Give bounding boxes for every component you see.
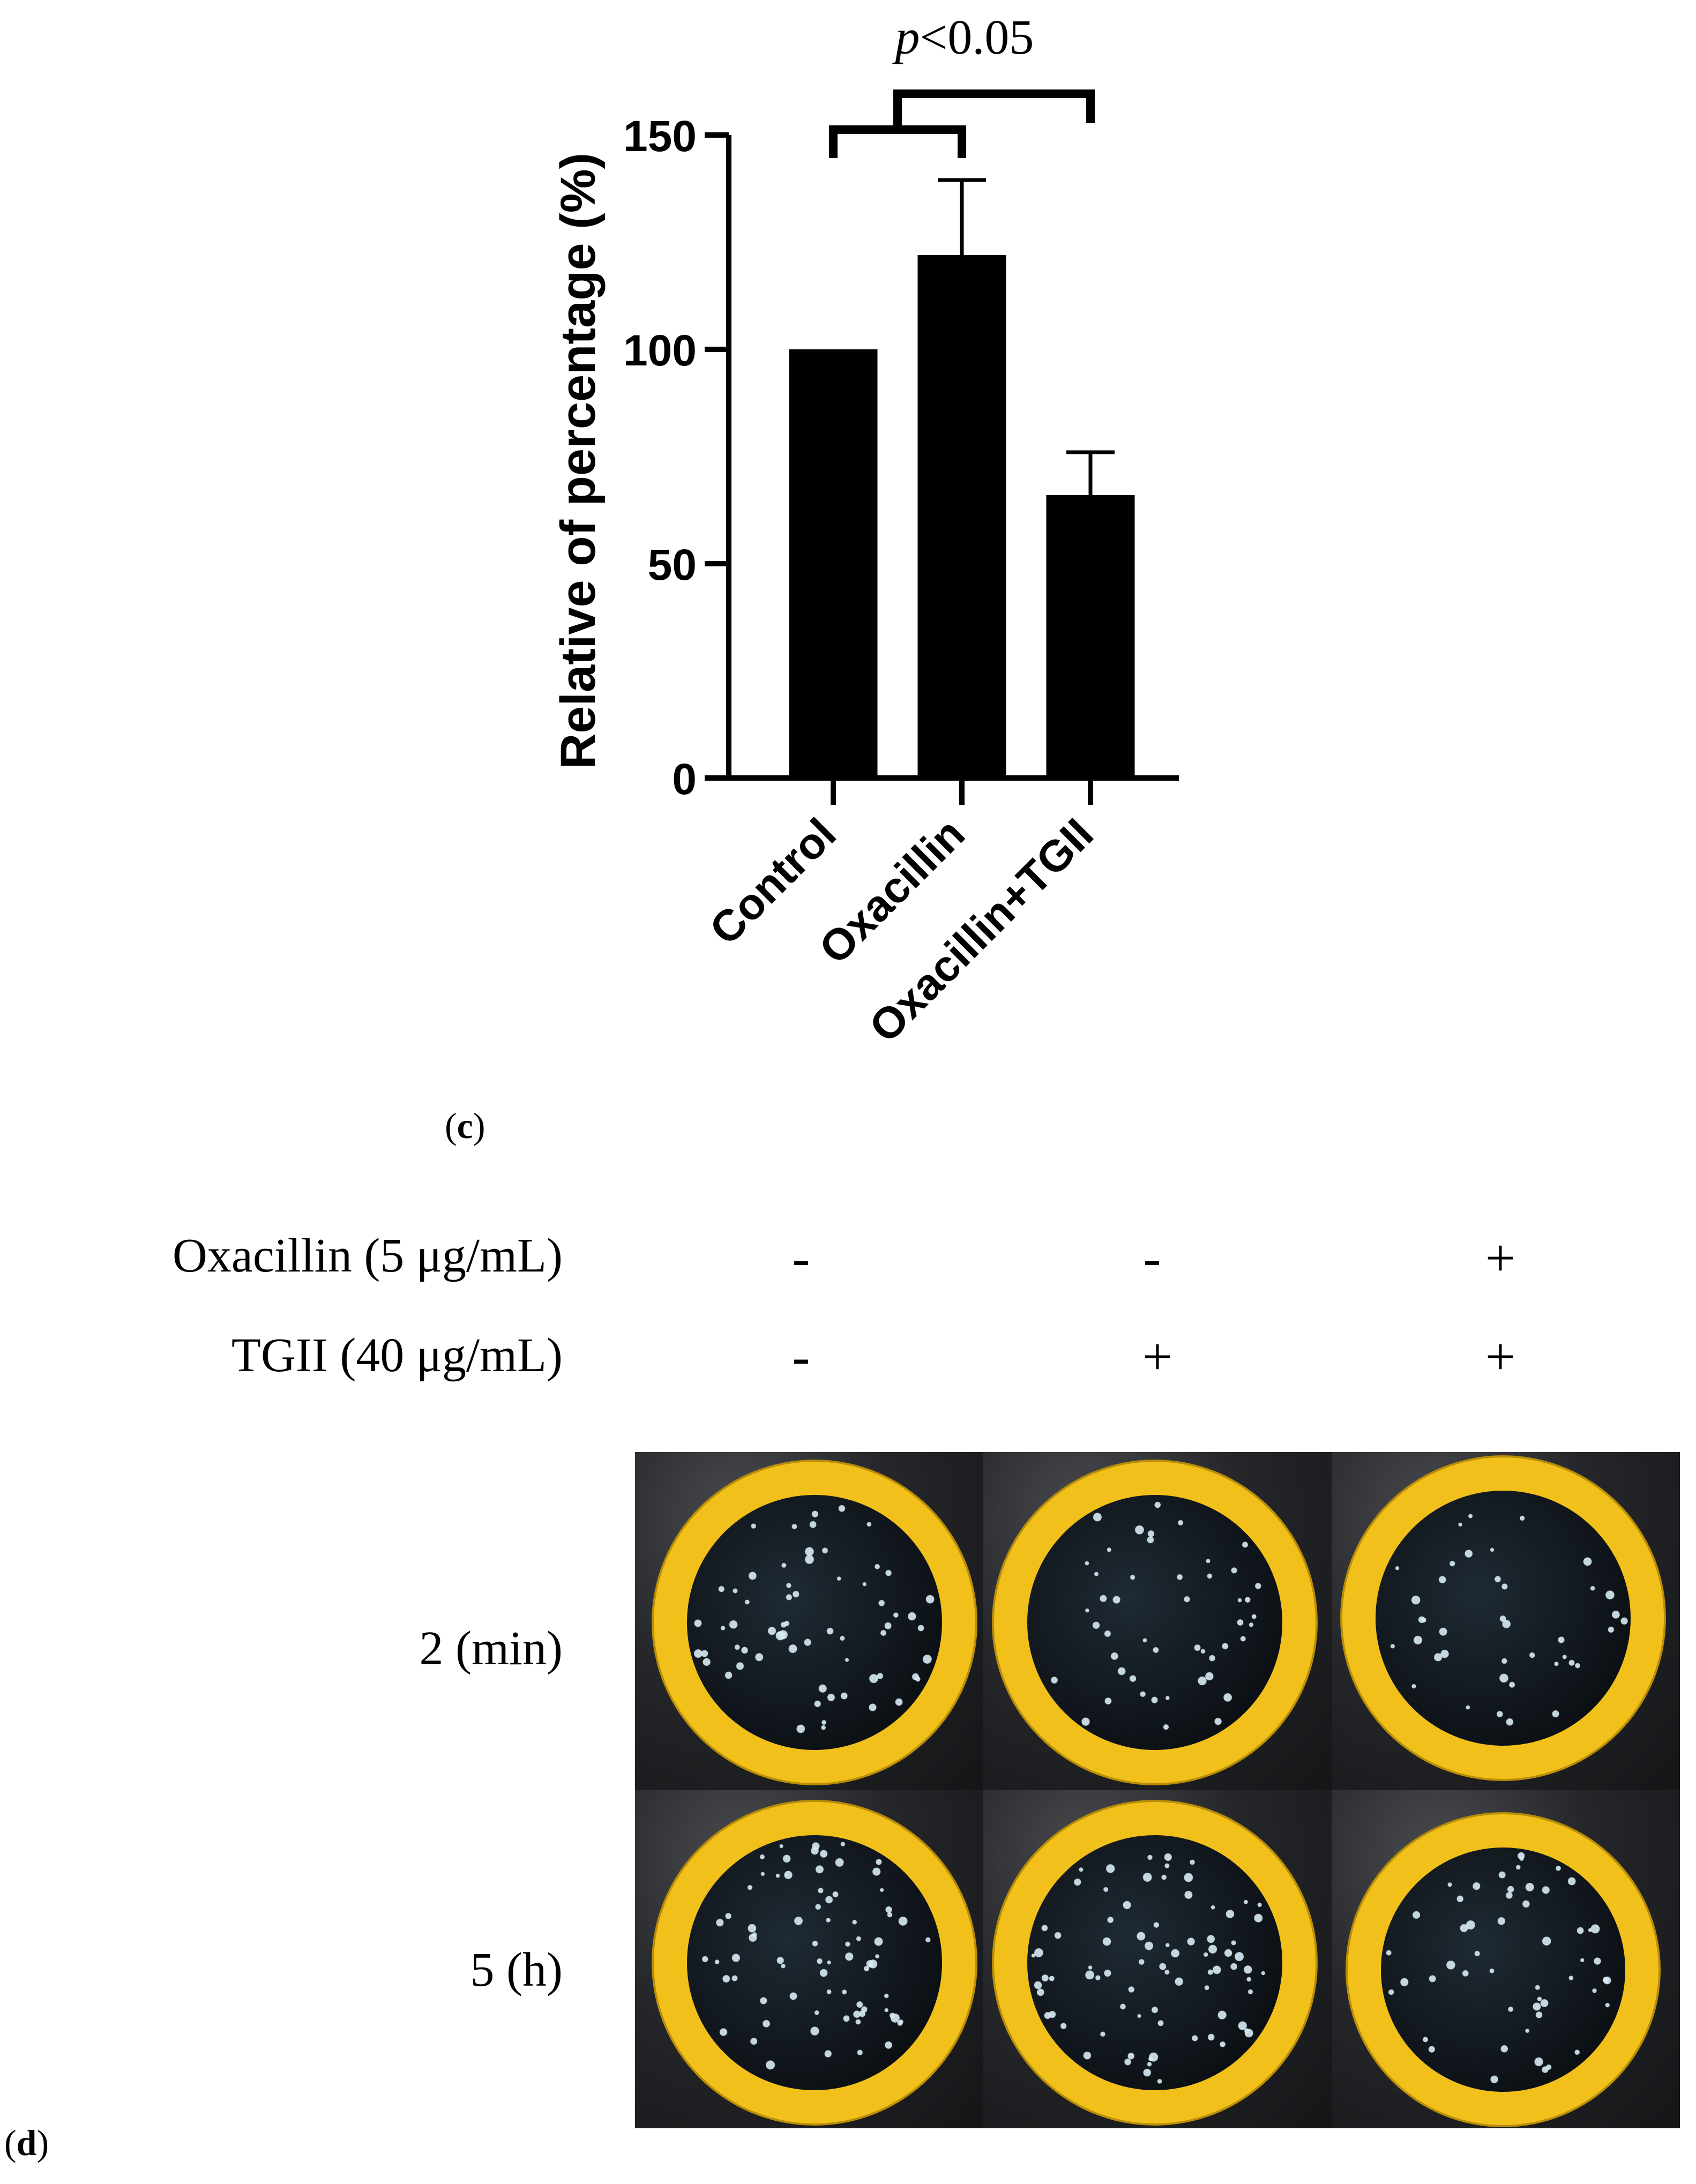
- tgii-row-label: TGII (40 μg/mL): [231, 1329, 563, 1382]
- y-axis-label: Relative of percentage (%): [551, 153, 606, 769]
- significance-bracket-left: [829, 125, 966, 158]
- oxacillin-sign-3: +: [1485, 1228, 1516, 1288]
- plate-5h-oxacillin-tgii: [1332, 1790, 1680, 2128]
- x-tick-label: Oxacillin+TGII: [860, 809, 1103, 1052]
- plate-2min-control: [635, 1452, 983, 1790]
- bar: [1046, 495, 1135, 778]
- oxacillin-sign-1: -: [792, 1228, 810, 1288]
- significance-bracket: [829, 89, 1095, 158]
- significance-label: p<0.05: [892, 10, 1034, 64]
- plate-5h-control: [635, 1790, 983, 2128]
- plate-photo-grid: [635, 1452, 1680, 2128]
- significance-bracket-top: [893, 89, 1095, 130]
- panel-c-label: (c): [445, 1105, 485, 1146]
- tgii-sign-1: -: [792, 1327, 810, 1386]
- bar: [789, 349, 878, 778]
- panel-d-label: (d): [4, 2122, 49, 2163]
- y-axis: 0 50 100 150: [623, 112, 731, 804]
- bar-chart: 0 50 100 150 ControlOxacillinOxacillin+TGII…: [551, 10, 1179, 1052]
- time-row-label-5h: 5 (h): [470, 1943, 563, 1996]
- time-row-label-2min: 2 (min): [419, 1622, 563, 1675]
- colony-area: [687, 1495, 942, 1750]
- bars: [789, 178, 1135, 778]
- y-tick-label: 100: [623, 326, 697, 375]
- tgii-sign-2: +: [1142, 1327, 1173, 1386]
- y-tick-label: 150: [623, 112, 697, 161]
- plate-5h-tgii: [983, 1790, 1332, 2128]
- colony-area: [1027, 1835, 1282, 2090]
- plate-2min-tgii: [983, 1452, 1332, 1790]
- colony-area: [687, 1835, 942, 2090]
- oxacillin-row-label: Oxacillin (5 μg/mL): [172, 1229, 563, 1282]
- colony-area: [1381, 1848, 1625, 2092]
- y-tick-label: 50: [648, 541, 697, 589]
- plate-2min-oxacillin-tgii: [1332, 1452, 1680, 1790]
- colony-area: [1376, 1491, 1631, 1746]
- tgii-sign-3: +: [1485, 1327, 1516, 1386]
- y-tick-label: 0: [672, 755, 697, 804]
- bar: [917, 255, 1006, 778]
- oxacillin-sign-2: -: [1143, 1228, 1161, 1288]
- colony-area: [1027, 1495, 1282, 1750]
